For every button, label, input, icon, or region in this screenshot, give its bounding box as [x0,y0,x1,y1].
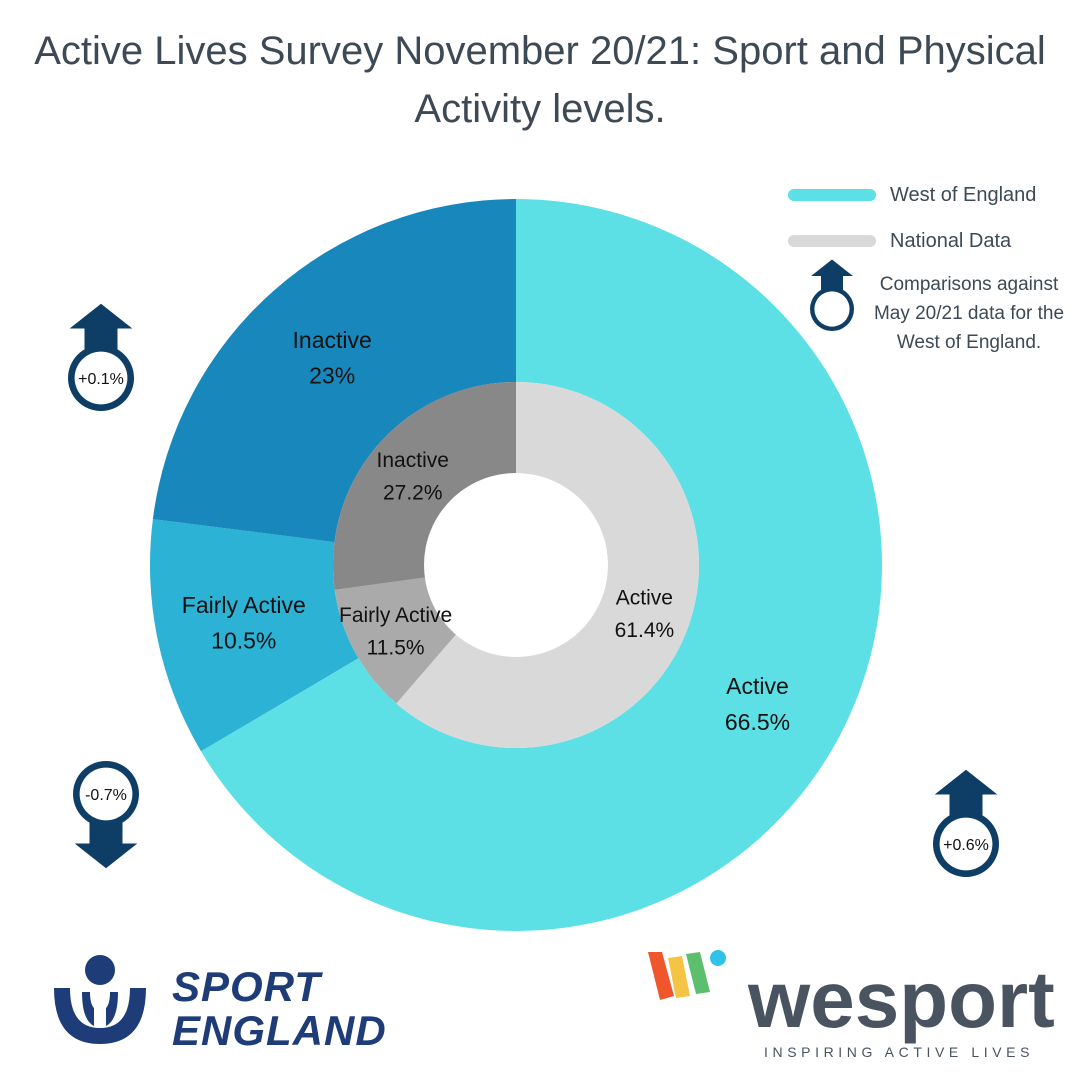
change-badge-inactive-arrow-up-icon [69,303,133,359]
national-label-category-inactive: Inactive [377,449,449,472]
legend: West of England National Data [788,172,1078,264]
sport-england-logo-text: SPORT ENGLAND [172,965,387,1053]
donut-hole [424,473,608,657]
west-slice-active [200,199,883,932]
wesport-logo-icon [648,950,726,1000]
legend-item-national: National Data [788,218,1078,264]
west-label-value-inactive: 23% [309,363,355,389]
wesport-logo-text: wesport [748,955,1055,1044]
comparison-legend-icon-face [814,291,850,327]
west-label-category-active: Active [726,673,789,699]
comparison-legend-icon [810,259,854,331]
west-label-category-inactive: Inactive [293,327,372,353]
west-label-fairly-active: Fairly Active 10.5% [182,592,306,654]
change-badge-inactive-face [74,351,128,405]
inner-ring-labels: Active 61.4% Fairly Active 11.5% Inactive 27.… [339,449,674,660]
legend-label-national: National Data [890,229,1012,252]
change-badge-active-text: +0.6% [943,837,989,854]
comparison-note: Comparisons against May 20/21 data for t… [873,274,1065,353]
change-badge-active-arrow-up-icon [934,769,998,825]
west-slice-inactive [152,199,516,543]
sport-england-line1: SPORT [172,963,321,1010]
wesport-tagline: INSPIRING ACTIVE LIVES [764,1044,1035,1060]
comparison-legend-icon-arrow-up-icon [811,259,853,296]
change-badge-fairly-active-face [79,767,133,821]
national-label-value-inactive: 27.2% [383,481,443,504]
west-label-value-active: 66.5% [725,709,790,735]
national-label-active: Active 61.4% [615,587,675,643]
sport-england-line2: ENGLAND [172,1007,387,1054]
change-badge-inactive-text: +0.1% [78,371,124,388]
national-label-value-active: 61.4% [615,619,675,642]
change-badge-fairly-active: -0.7% [73,761,139,869]
legend-swatch-west [788,189,876,201]
national-label-category-fairly-active: Fairly Active [339,604,452,627]
change-badge-fairly-active-arrow-down-icon [74,813,138,869]
change-badge-inactive: +0.1% [68,303,134,411]
national-label-value-fairly-active: 11.5% [367,637,425,660]
comparison-legend-icon [810,259,854,331]
sport-england-logo-icon [54,955,146,1044]
west-label-active: Active 66.5% [725,673,790,735]
outer-ring-labels: Active 66.5% Fairly Active 10.5% Inactive 23% [182,327,790,735]
page-title: Active Lives Survey November 20/21: Spor… [34,29,1046,131]
west-label-category-fairly-active: Fairly Active [182,592,306,618]
legend-item-west: West of England [788,172,1078,218]
change-badge-fairly-active-text: -0.7% [85,787,127,804]
change-badges: +0.1% -0.7% +0.6% [68,303,999,877]
legend-label-west: West of England [890,183,1037,206]
west-label-value-fairly-active: 10.5% [211,627,276,653]
west-label-inactive: Inactive 23% [293,327,372,389]
national-label-fairly-active: Fairly Active 11.5% [339,604,452,660]
change-badge-active: +0.6% [933,769,999,877]
legend-swatch-national [788,235,876,247]
change-badge-active-face [939,817,993,871]
national-label-category-active: Active [616,587,673,610]
national-label-inactive: Inactive 27.2% [377,449,449,505]
outer-ring-west-of-england [150,199,883,932]
west-slice-fairly-active [150,519,359,752]
